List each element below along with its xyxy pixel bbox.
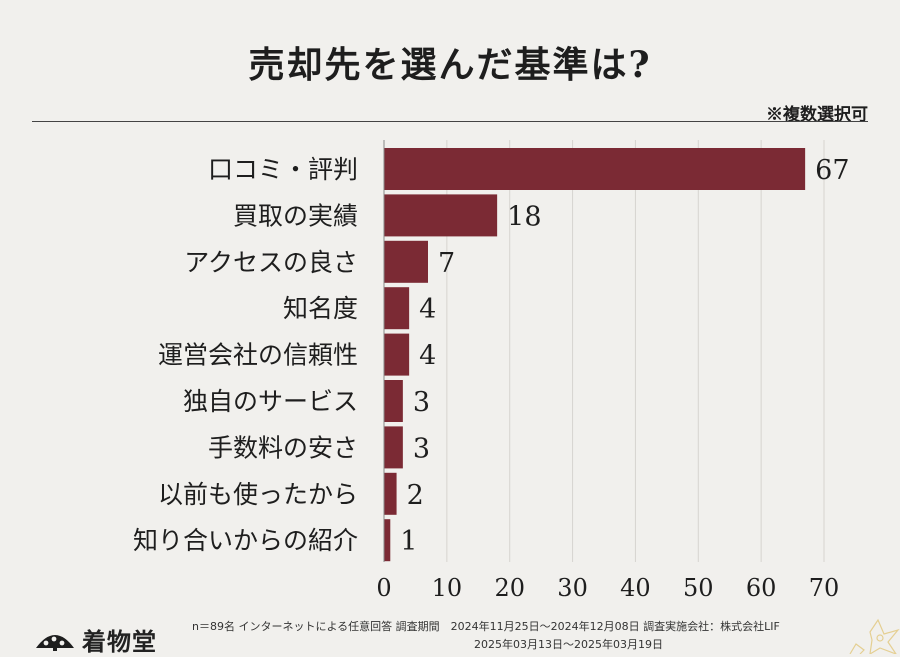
bar (384, 240, 428, 283)
category-label: 買取の実績 (233, 201, 358, 230)
bar (384, 333, 410, 376)
category-label: 手数料の安さ (208, 433, 358, 462)
bar (384, 426, 403, 469)
category-label: 口コミ・評判 (208, 155, 358, 184)
title-divider (32, 121, 868, 122)
data-label: 4 (419, 341, 436, 372)
survey-notes: n＝89名 インターネットによる任意回答 調査期間 2024年11月25日～20… (192, 618, 780, 654)
category-label: 独自のサービス (183, 387, 358, 416)
category-label: 以前も使ったから (158, 480, 358, 509)
bar (384, 194, 498, 237)
x-tick-label: 0 (376, 574, 391, 602)
bar (384, 519, 391, 562)
x-tick-label: 40 (620, 574, 651, 602)
x-tick-label: 70 (809, 574, 840, 602)
category-label: アクセスの良さ (184, 248, 358, 277)
chart-title: 売却先を選んだ基準は? (248, 44, 652, 86)
survey-notes-line1: n＝89名 インターネットによる任意回答 調査期間 2024年11月25日～20… (192, 620, 780, 633)
x-tick-label: 10 (432, 574, 463, 602)
survey-notes-line2: 2025年03月13日～2025年03月19日 (474, 638, 663, 651)
category-label: 運営会社の信頼性 (158, 341, 358, 370)
data-label: 4 (419, 294, 436, 325)
multiple-choice-note: ※複数選択可 (766, 105, 868, 125)
brand-logo: 着物堂 (34, 622, 157, 657)
flower-decoration-icon (849, 618, 900, 654)
category-label: 知名度 (283, 294, 358, 323)
data-label: 3 (413, 433, 430, 464)
fan-logo-icon (36, 634, 74, 651)
data-label: 1 (400, 526, 417, 557)
data-label: 7 (438, 248, 455, 279)
bar (384, 148, 806, 190)
bar (384, 287, 410, 330)
data-label: 67 (815, 155, 849, 186)
x-tick-label: 30 (557, 574, 588, 602)
bar (384, 472, 397, 515)
brand-name: 着物堂 (82, 627, 157, 656)
data-label: 18 (507, 201, 541, 232)
x-tick-label: 50 (683, 574, 714, 602)
data-label: 2 (407, 480, 424, 511)
bar (384, 380, 403, 422)
x-tick-label: 20 (494, 574, 525, 602)
category-label: 知り合いからの紹介 (133, 526, 358, 555)
data-label: 3 (413, 387, 430, 418)
x-tick-label: 60 (746, 574, 777, 602)
